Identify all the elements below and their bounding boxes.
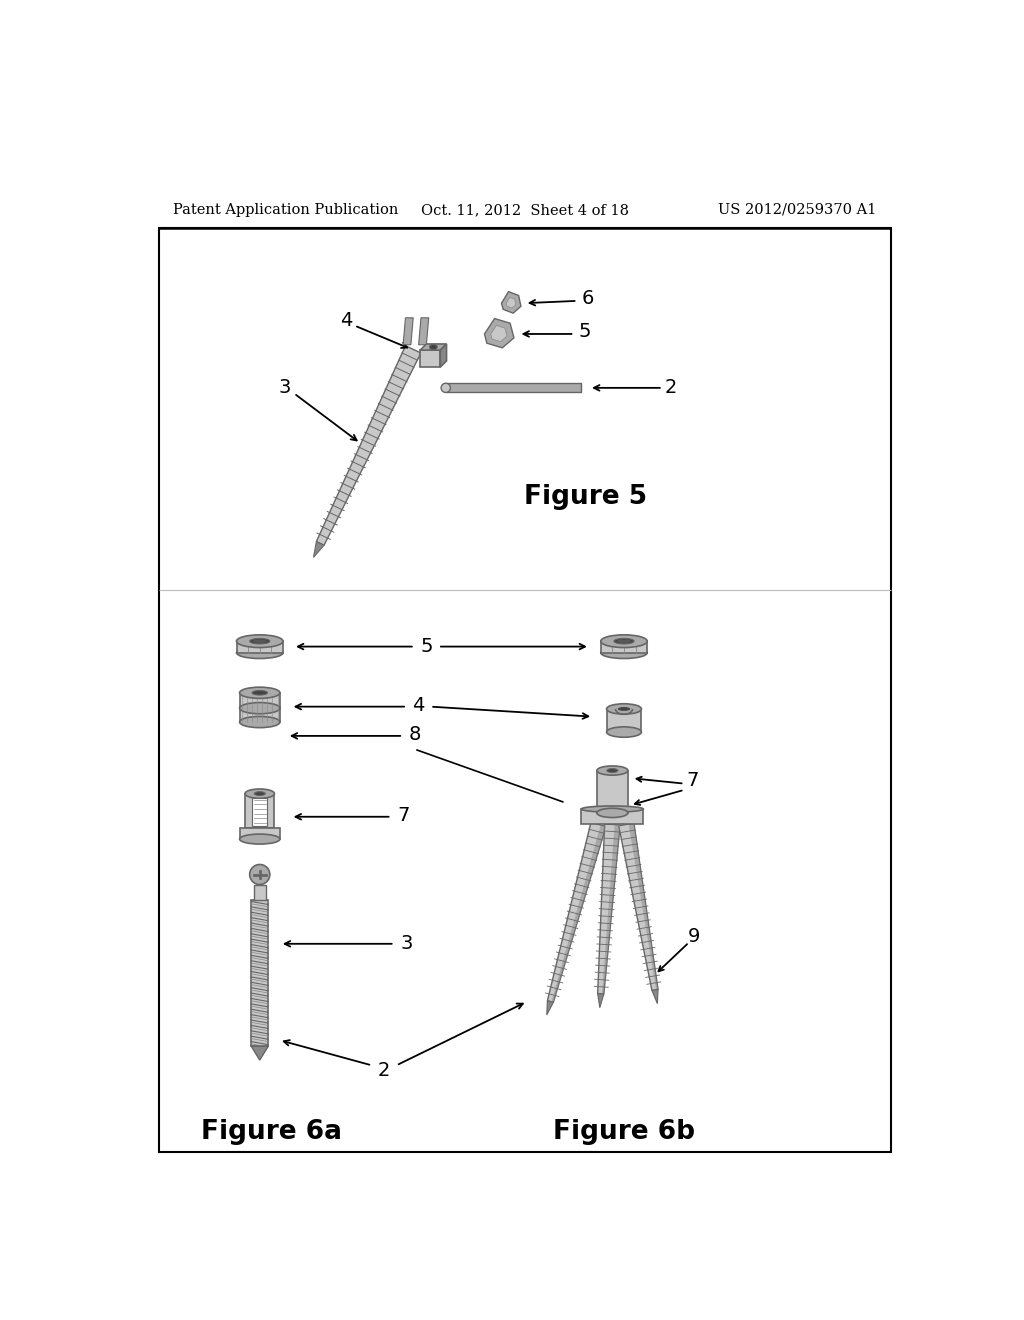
Ellipse shape	[441, 383, 451, 392]
Ellipse shape	[237, 647, 283, 659]
Polygon shape	[251, 1047, 268, 1060]
Text: Figure 6b: Figure 6b	[553, 1119, 695, 1146]
Ellipse shape	[601, 647, 647, 659]
Bar	[445, 383, 582, 392]
Polygon shape	[547, 1001, 553, 1015]
Polygon shape	[602, 825, 621, 994]
Bar	[252, 797, 267, 826]
Bar	[245, 793, 274, 829]
Bar	[254, 884, 266, 900]
Bar	[582, 809, 643, 825]
Ellipse shape	[582, 807, 643, 812]
Polygon shape	[316, 346, 421, 545]
Polygon shape	[484, 318, 514, 348]
Text: 7: 7	[686, 771, 698, 791]
Polygon shape	[324, 352, 421, 545]
Text: 3: 3	[400, 935, 414, 953]
Bar	[597, 771, 628, 813]
Polygon shape	[629, 824, 658, 990]
Circle shape	[250, 865, 270, 884]
Ellipse shape	[597, 766, 628, 775]
Polygon shape	[548, 822, 606, 1002]
Text: 3: 3	[279, 379, 291, 397]
Text: US 2012/0259370 A1: US 2012/0259370 A1	[718, 203, 877, 216]
Text: 2: 2	[665, 379, 677, 397]
Text: 5: 5	[579, 322, 592, 341]
Polygon shape	[506, 297, 516, 308]
Ellipse shape	[240, 702, 280, 714]
Text: Patent Application Publication: Patent Application Publication	[173, 203, 398, 216]
Ellipse shape	[617, 708, 630, 711]
Ellipse shape	[237, 635, 283, 648]
Polygon shape	[618, 824, 658, 990]
Text: 7: 7	[397, 805, 410, 825]
Polygon shape	[420, 345, 446, 350]
Ellipse shape	[240, 717, 280, 727]
Bar	[420, 350, 440, 367]
Ellipse shape	[606, 727, 641, 738]
Polygon shape	[598, 994, 604, 1007]
Ellipse shape	[240, 834, 280, 843]
Ellipse shape	[597, 808, 628, 817]
Polygon shape	[440, 345, 446, 367]
Text: Oct. 11, 2012  Sheet 4 of 18: Oct. 11, 2012 Sheet 4 of 18	[421, 203, 629, 216]
Polygon shape	[403, 318, 414, 345]
Polygon shape	[419, 318, 429, 345]
Ellipse shape	[254, 792, 265, 796]
Polygon shape	[652, 990, 658, 1003]
Polygon shape	[598, 824, 621, 994]
Ellipse shape	[429, 345, 437, 350]
Text: 2: 2	[378, 1061, 390, 1080]
Ellipse shape	[606, 704, 641, 714]
Text: 9: 9	[687, 927, 700, 945]
Bar	[251, 900, 268, 1047]
Ellipse shape	[240, 688, 280, 698]
Ellipse shape	[601, 635, 647, 648]
Bar	[240, 829, 280, 840]
Bar	[601, 642, 647, 653]
Text: Figure 6a: Figure 6a	[201, 1119, 342, 1146]
Bar	[240, 693, 280, 708]
Polygon shape	[490, 326, 507, 342]
Ellipse shape	[245, 789, 274, 799]
Ellipse shape	[614, 639, 634, 644]
Text: 5: 5	[420, 638, 432, 656]
Text: Figure 5: Figure 5	[523, 484, 647, 511]
Text: 8: 8	[409, 725, 421, 744]
Ellipse shape	[607, 768, 617, 772]
Ellipse shape	[252, 690, 267, 696]
Polygon shape	[313, 541, 324, 557]
Polygon shape	[502, 292, 521, 313]
Text: 4: 4	[413, 696, 425, 714]
Bar	[606, 709, 641, 733]
Text: 4: 4	[340, 310, 352, 330]
Polygon shape	[552, 825, 606, 1002]
Text: 6: 6	[582, 289, 594, 308]
Bar	[237, 642, 283, 653]
Ellipse shape	[250, 639, 270, 644]
Ellipse shape	[616, 639, 631, 643]
Bar	[240, 706, 280, 722]
Ellipse shape	[253, 639, 267, 643]
